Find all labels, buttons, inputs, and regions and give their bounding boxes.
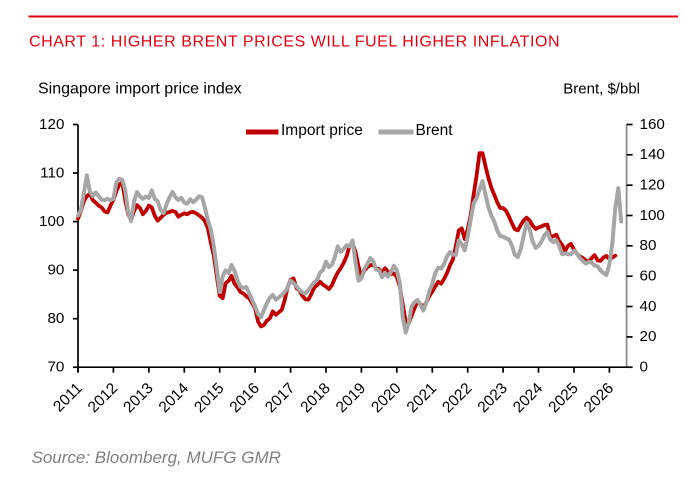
svg-text:Source: Bloomberg, MUFG GMR: Source: Bloomberg, MUFG GMR (32, 448, 281, 467)
svg-text:80: 80 (47, 310, 64, 327)
svg-text:Brent, $/bbl: Brent, $/bbl (563, 81, 640, 98)
svg-text:Singapore import price index: Singapore import price index (38, 81, 242, 98)
svg-text:20: 20 (640, 328, 657, 345)
svg-text:CHART 1: HIGHER BRENT PRICES W: CHART 1: HIGHER BRENT PRICES WILL FUEL H… (29, 34, 560, 51)
svg-text:110: 110 (40, 164, 64, 181)
svg-text:Brent: Brent (416, 122, 454, 139)
svg-text:90: 90 (47, 261, 64, 278)
svg-text:160: 160 (640, 116, 665, 133)
svg-text:80: 80 (640, 237, 657, 254)
svg-text:100: 100 (640, 207, 665, 224)
svg-text:120: 120 (640, 177, 665, 194)
svg-text:60: 60 (640, 268, 657, 285)
svg-text:100: 100 (39, 213, 64, 230)
svg-text:140: 140 (640, 146, 665, 163)
svg-text:Import price: Import price (281, 122, 363, 139)
svg-text:70: 70 (47, 359, 64, 376)
svg-text:40: 40 (640, 298, 657, 315)
svg-text:0: 0 (640, 359, 648, 376)
svg-text:120: 120 (39, 116, 64, 133)
